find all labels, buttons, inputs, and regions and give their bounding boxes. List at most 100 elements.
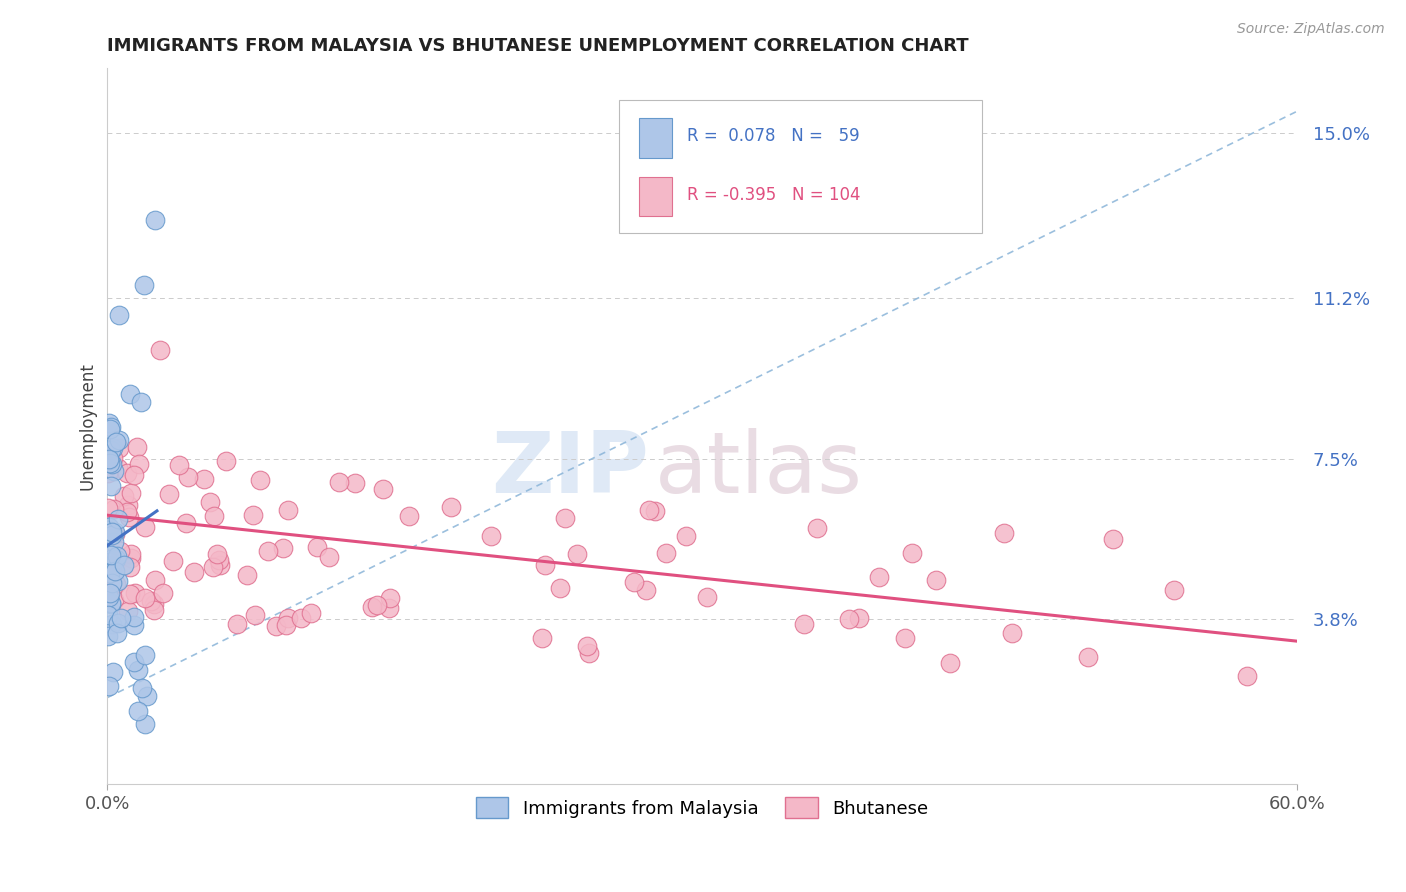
- Point: [479, 529, 502, 543]
- Point: [141, 594, 163, 608]
- Text: R = -0.395   N = 104: R = -0.395 N = 104: [686, 186, 860, 203]
- Point: [101, 442, 124, 456]
- Point: [328, 475, 350, 489]
- Point: [122, 655, 145, 669]
- Point: [578, 646, 600, 660]
- Point: [143, 213, 166, 227]
- Point: [939, 656, 962, 670]
- Point: [103, 593, 125, 607]
- Point: [127, 664, 149, 678]
- Point: [125, 441, 148, 455]
- Point: [98, 566, 121, 580]
- Point: [97, 520, 120, 534]
- Point: [696, 591, 718, 605]
- Point: [806, 520, 828, 534]
- Point: [103, 464, 125, 478]
- Point: [103, 451, 125, 466]
- Point: [98, 566, 121, 580]
- Point: [318, 549, 340, 564]
- Point: [848, 611, 870, 625]
- Point: [100, 560, 122, 574]
- Point: [143, 603, 166, 617]
- Text: IMMIGRANTS FROM MALAYSIA VS BHUTANESE UNEMPLOYMENT CORRELATION CHART: IMMIGRANTS FROM MALAYSIA VS BHUTANESE UN…: [107, 37, 969, 55]
- Point: [98, 457, 121, 471]
- Point: [101, 528, 124, 542]
- Point: [307, 541, 329, 555]
- Point: [107, 460, 129, 475]
- Point: [97, 607, 120, 622]
- Point: [209, 558, 232, 573]
- Point: [142, 597, 165, 611]
- Point: [100, 450, 122, 464]
- Point: [530, 631, 553, 645]
- Point: [636, 582, 658, 597]
- Point: [366, 598, 388, 612]
- Point: [98, 416, 121, 430]
- Point: [120, 547, 142, 561]
- Point: [793, 617, 815, 632]
- Point: [993, 525, 1015, 540]
- Point: [107, 574, 129, 589]
- Point: [103, 550, 125, 565]
- Point: [202, 559, 225, 574]
- Point: [97, 467, 120, 481]
- Point: [245, 608, 267, 623]
- Point: [104, 552, 127, 566]
- Point: [198, 494, 221, 508]
- Point: [104, 557, 127, 571]
- Point: [98, 451, 121, 466]
- Point: [925, 574, 948, 588]
- Point: [550, 582, 572, 596]
- Point: [277, 610, 299, 624]
- Point: [127, 704, 149, 718]
- Point: [105, 626, 128, 640]
- Point: [162, 554, 184, 568]
- Point: [124, 585, 146, 599]
- Point: [120, 551, 142, 566]
- Point: [1163, 582, 1185, 597]
- Point: [100, 558, 122, 573]
- Point: [361, 599, 384, 614]
- Point: [868, 570, 890, 584]
- Point: [373, 483, 395, 497]
- Point: [134, 717, 156, 731]
- Point: [117, 604, 139, 618]
- Point: [900, 546, 922, 560]
- Point: [100, 420, 122, 434]
- Point: [378, 601, 401, 615]
- Point: [100, 596, 122, 610]
- FancyBboxPatch shape: [619, 100, 981, 233]
- Point: [134, 520, 156, 534]
- Point: [1001, 626, 1024, 640]
- Point: [143, 573, 166, 587]
- Point: [554, 511, 576, 525]
- Point: [193, 472, 215, 486]
- Point: [174, 516, 197, 531]
- Point: [290, 611, 312, 625]
- Point: [114, 558, 136, 573]
- Point: [264, 618, 287, 632]
- Point: [104, 527, 127, 541]
- Point: [105, 549, 128, 564]
- Point: [124, 467, 146, 482]
- Point: [118, 559, 141, 574]
- Point: [100, 576, 122, 591]
- Point: [1236, 669, 1258, 683]
- Point: [120, 587, 142, 601]
- Point: [118, 510, 141, 524]
- Point: [100, 548, 122, 562]
- Point: [104, 435, 127, 450]
- Point: [101, 525, 124, 540]
- Legend: Immigrants from Malaysia, Bhutanese: Immigrants from Malaysia, Bhutanese: [468, 790, 935, 826]
- Point: [644, 504, 666, 518]
- Point: [398, 509, 420, 524]
- Point: [118, 386, 141, 401]
- Point: [439, 500, 461, 514]
- Point: [575, 640, 598, 654]
- Point: [242, 508, 264, 522]
- Point: [271, 541, 294, 556]
- Point: [100, 442, 122, 457]
- Point: [157, 487, 180, 501]
- Point: [274, 618, 297, 632]
- Point: [107, 616, 129, 631]
